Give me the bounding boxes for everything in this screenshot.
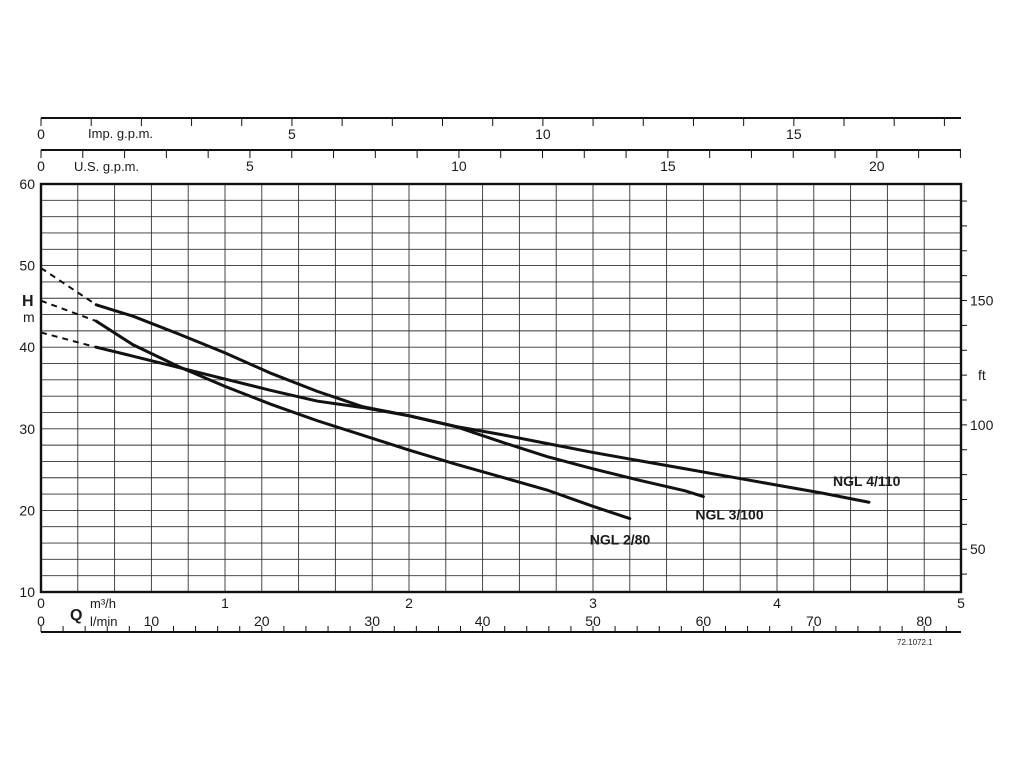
- ft-tick-label: 150: [970, 293, 994, 309]
- lmin-tick-label: 60: [696, 613, 712, 629]
- lmin-tick-label: 70: [806, 613, 822, 629]
- impgpm-tick-label: 0: [37, 126, 45, 142]
- x-tick-label: 4: [773, 595, 781, 611]
- lmin-tick-label: 80: [916, 613, 932, 629]
- curve-extrapolation-ngl-3-100: [40, 267, 97, 306]
- y-tick-label: 20: [19, 502, 35, 518]
- curve-label-ngl-2-80: NGL 2/80: [590, 532, 651, 548]
- bottom-axes: 0 1 2 3 4 50 10 20 30 40 50 60 70 80: [37, 595, 965, 633]
- lmin-tick-label: 10: [144, 613, 160, 629]
- y-tick-label: 50: [19, 258, 35, 274]
- usgpm-tick-label: 5: [246, 158, 254, 174]
- x-tick-label: 2: [405, 595, 413, 611]
- curve-label-ngl-3-100: NGL 3/100: [695, 507, 763, 523]
- usgpm-tick-label: 15: [660, 158, 676, 174]
- plot-frame: [39, 182, 963, 594]
- curves-layer: NGL 2/80 NGL 3/100 NGL 4/110: [40, 267, 901, 548]
- usgpm-tick-label: 20: [869, 158, 885, 174]
- y-tick-label: 30: [19, 421, 35, 437]
- lmin-tick-label: 20: [254, 613, 270, 629]
- x-tick-label: 0: [37, 595, 45, 611]
- top-axes: 0 5 10 15 20 0 5 10 15: [37, 117, 961, 174]
- curve-extrapolation-ngl-4-110: [40, 331, 97, 349]
- lmin-tick-label: 40: [475, 613, 491, 629]
- y-tick-label: 40: [19, 339, 35, 355]
- ft-tick-label: 50: [970, 541, 986, 557]
- usgpm-tick-label: 0: [37, 158, 45, 174]
- chart-code: 72.1072.1: [897, 638, 933, 647]
- grid-layer: [41, 184, 961, 592]
- y-axis-unit: m: [23, 309, 35, 325]
- lmin-tick-label: 0: [37, 613, 45, 629]
- lmin-tick-label: 50: [585, 613, 601, 629]
- impgpm-axis-label: Imp. g.p.m.: [88, 126, 153, 141]
- x-tick-label: 3: [589, 595, 597, 611]
- usgpm-tick-label: 10: [451, 158, 467, 174]
- x-tick-label: 1: [221, 595, 229, 611]
- x-axis-unit-lmin: l/min: [90, 614, 117, 629]
- curve-ngl-3-100: [94, 303, 705, 499]
- y-tick-label: 10: [19, 584, 35, 600]
- impgpm-tick-label: 5: [288, 126, 296, 142]
- impgpm-tick-label: 15: [786, 126, 802, 142]
- y-tick-label: 60: [19, 176, 35, 192]
- left-axis: 10 20 30 40 50 60: [19, 176, 35, 600]
- curve-label-ngl-4-110: NGL 4/110: [833, 473, 901, 489]
- x-tick-label: 5: [957, 595, 965, 611]
- right-axis: 50 100 150: [961, 200, 994, 575]
- x-axis-unit-m3h: m³/h: [90, 596, 116, 611]
- ft-tick-label: 100: [970, 417, 994, 433]
- curve-ngl-4-110: [94, 345, 871, 504]
- usgpm-axis-label: U.S. g.p.m.: [74, 159, 139, 174]
- impgpm-tick-label: 10: [535, 126, 551, 142]
- curve-ngl-2-80: [94, 319, 632, 521]
- curve-extrapolation-ngl-2-80: [40, 299, 97, 323]
- y-axis-symbol: H: [22, 293, 34, 310]
- x-axis-symbol: Q: [70, 607, 82, 624]
- y2-axis-unit: ft: [978, 367, 986, 383]
- lmin-tick-label: 30: [364, 613, 380, 629]
